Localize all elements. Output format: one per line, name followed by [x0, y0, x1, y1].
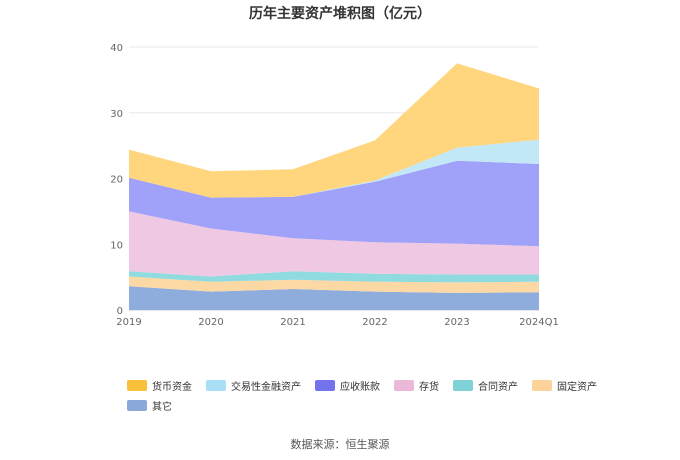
- legend-item[interactable]: 货币资金: [127, 378, 192, 393]
- y-tick-label: 20: [110, 175, 123, 186]
- area-series: [129, 63, 539, 310]
- legend-label: 交易性金融资产: [231, 381, 301, 393]
- axes: 0 10 20 30 40 2019 2020 2021 2022 2023 2024Q1: [110, 43, 559, 328]
- area-合同资产: [129, 271, 539, 283]
- y-tick-label: 40: [110, 43, 123, 54]
- area-存货: [129, 211, 539, 277]
- legend-label: 固定资产: [557, 381, 597, 393]
- y-tick-label: 30: [110, 109, 123, 120]
- legend-label: 合同资产: [478, 381, 518, 393]
- legend-label: 货币资金: [152, 381, 192, 393]
- x-tick-label: 2023: [444, 317, 469, 328]
- legend-swatch: [315, 379, 335, 391]
- legend-item[interactable]: 应收账款: [315, 378, 380, 393]
- legend-item[interactable]: 存货: [394, 378, 439, 393]
- data-source-note: 数据来源：恒生聚源: [290, 438, 390, 451]
- legend-item[interactable]: 合同资产: [453, 378, 518, 393]
- area-固定资产: [129, 276, 539, 293]
- legend: 货币资金 交易性金融资产 应收账款 存货 合同资产 固定资产其它: [127, 378, 597, 413]
- legend-swatch: [127, 379, 147, 391]
- legend-swatch: [206, 379, 226, 391]
- legend-swatch: [532, 379, 552, 391]
- y-tick-label: 10: [110, 240, 123, 251]
- legend-label: 存货: [419, 381, 439, 393]
- x-tick-label: 2019: [116, 317, 141, 328]
- chart-title: 历年主要资产堆积图（亿元）: [249, 6, 431, 22]
- x-tick-label: 2021: [280, 317, 305, 328]
- x-tick-label: 2022: [362, 317, 387, 328]
- x-tick-label: 2024Q1: [519, 317, 559, 328]
- legend-item[interactable]: 固定资产: [532, 378, 597, 393]
- area-应收账款: [129, 160, 539, 247]
- legend-swatch: [394, 379, 414, 391]
- legend-label: 应收账款: [340, 381, 380, 393]
- legend-swatch: [127, 399, 147, 411]
- legend-item[interactable]: 交易性金融资产: [206, 378, 301, 393]
- legend-swatch: [453, 379, 473, 391]
- y-tick-label: 0: [117, 306, 123, 317]
- x-tick-label: 2020: [198, 317, 223, 328]
- area-货币资金: [129, 63, 539, 198]
- area-其它: [129, 286, 539, 310]
- legend-label: 其它: [152, 401, 172, 413]
- area-交易性金融资产: [129, 139, 539, 198]
- legend-item[interactable]: 其它: [127, 398, 172, 413]
